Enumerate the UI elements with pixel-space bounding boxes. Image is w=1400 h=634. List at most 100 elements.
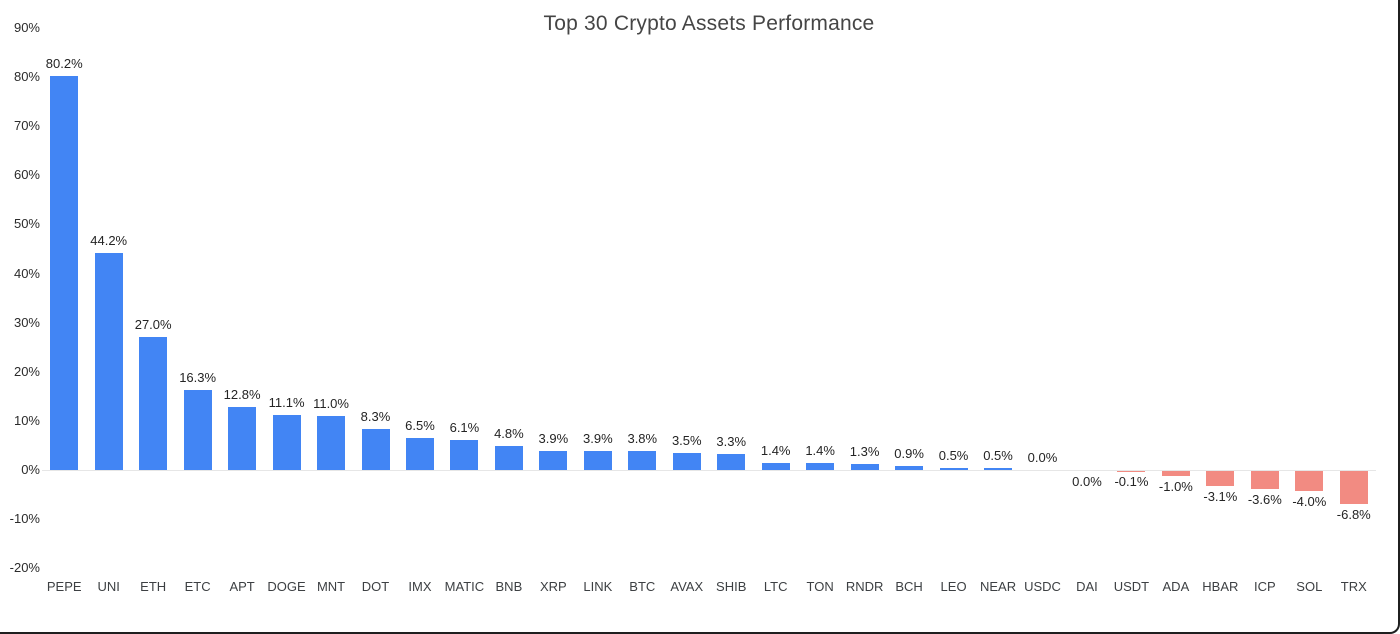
- bar-value-label: 3.5%: [671, 432, 702, 448]
- bar-matic[interactable]: [450, 440, 479, 470]
- x-axis-category-label: BNB: [495, 579, 523, 594]
- bar-hbar[interactable]: [1206, 471, 1235, 487]
- y-axis-tick-label: 20%: [13, 363, 40, 379]
- bar-value-label: -0.1%: [1114, 474, 1149, 490]
- bar-value-label: 3.9%: [583, 430, 613, 446]
- x-axis-category-label: SHIB: [716, 579, 747, 594]
- x-axis-category-label: SOL: [1296, 579, 1323, 594]
- x-axis-category-label: PEPE: [46, 579, 82, 594]
- bar-value-label: 11.0%: [313, 395, 349, 411]
- bar-value-label: 0.5%: [938, 447, 969, 463]
- x-axis-category-label: XRP: [539, 579, 567, 594]
- x-axis-category-label: LINK: [583, 579, 613, 594]
- bar-value-label: 0.5%: [983, 447, 1013, 463]
- bar-sol[interactable]: [1295, 471, 1324, 491]
- bar-leo[interactable]: [939, 467, 968, 470]
- y-axis-tick-label: 0%: [21, 462, 40, 477]
- bar-value-label: 8.3%: [360, 409, 391, 425]
- bar-value-label: 6.5%: [405, 418, 435, 434]
- y-axis-tick-label: 40%: [13, 265, 40, 281]
- bar-icp[interactable]: [1250, 471, 1279, 489]
- bar-mnt[interactable]: [317, 415, 346, 470]
- bar-btc[interactable]: [628, 451, 657, 470]
- bar-trx[interactable]: [1339, 471, 1368, 505]
- x-axis-category-label: IMX: [408, 579, 432, 594]
- bar-usdt[interactable]: [1117, 471, 1146, 472]
- bar-doge[interactable]: [272, 415, 301, 470]
- bar-value-label: 16.3%: [179, 369, 217, 385]
- bar-xrp[interactable]: [539, 450, 568, 470]
- bar-value-label: 6.1%: [449, 420, 480, 436]
- bar-value-label: -3.1%: [1203, 489, 1238, 505]
- bar-dot[interactable]: [361, 429, 390, 470]
- bar-value-label: 0.0%: [1027, 450, 1058, 465]
- bar-eth[interactable]: [139, 337, 168, 470]
- x-axis-category-label: AVAX: [670, 579, 704, 594]
- y-axis-tick-label: 30%: [13, 314, 40, 330]
- bar-value-label: -1.0%: [1158, 478, 1193, 494]
- x-axis-category-label: ETH: [140, 579, 167, 594]
- bar-near[interactable]: [984, 467, 1013, 470]
- bar-ltc[interactable]: [761, 463, 790, 470]
- x-axis-category-label: TON: [806, 579, 834, 594]
- bar-etc[interactable]: [183, 389, 212, 470]
- x-axis-category-label: TRX: [1340, 579, 1367, 594]
- bar-value-label: 1.4%: [760, 443, 791, 459]
- bar-value-label: -4.0%: [1292, 493, 1327, 509]
- x-axis-category-label: BCH: [895, 579, 923, 594]
- bar-value-label: 0.0%: [1072, 474, 1102, 489]
- bar-value-label: 3.8%: [627, 431, 658, 447]
- bar-pepe[interactable]: [50, 76, 79, 470]
- x-axis-category-label: DOT: [361, 579, 390, 594]
- bar-link[interactable]: [583, 450, 612, 470]
- y-axis-tick-label: 10%: [13, 412, 40, 428]
- x-axis-category-label: ETC: [184, 579, 211, 594]
- x-axis-category-label: USDC: [1024, 579, 1061, 594]
- bar-value-label: 11.1%: [268, 395, 305, 411]
- bar-value-label: 3.3%: [716, 433, 747, 449]
- x-axis-category-label: ADA: [1162, 579, 1190, 594]
- bar-uni[interactable]: [94, 252, 123, 470]
- x-axis-category-label: HBAR: [1202, 579, 1239, 594]
- y-axis-tick-label: 50%: [13, 216, 40, 232]
- bar-value-label: 4.8%: [494, 426, 524, 442]
- bar-value-label: 44.2%: [90, 232, 128, 248]
- x-axis-category-label: BTC: [629, 579, 656, 594]
- bar-ada[interactable]: [1161, 471, 1190, 476]
- bar-ton[interactable]: [806, 463, 835, 470]
- bar-value-label: 1.4%: [805, 443, 835, 459]
- bar-value-label: 3.9%: [538, 430, 569, 446]
- chart-title: Top 30 Crypto Assets Performance: [543, 12, 875, 35]
- bar-value-label: 1.3%: [849, 443, 880, 459]
- x-axis-category-label: ICP: [1253, 579, 1276, 594]
- x-axis-category-label: APT: [229, 579, 255, 594]
- bar-value-label: 0.9%: [894, 445, 924, 461]
- bar-imx[interactable]: [405, 438, 434, 470]
- y-axis-tick-label: 90%: [13, 20, 40, 35]
- x-axis-category-label: LEO: [940, 579, 967, 594]
- bar-value-label: 12.8%: [223, 387, 261, 403]
- y-axis-tick-label: -20%: [9, 560, 40, 576]
- x-axis-category-label: LTC: [763, 579, 788, 594]
- y-axis-tick-label: 80%: [13, 69, 40, 85]
- x-axis-category-label: DOGE: [267, 579, 306, 594]
- zero-axis-line: [42, 470, 1376, 471]
- bar-apt[interactable]: [228, 407, 257, 470]
- bar-bnb[interactable]: [494, 446, 523, 470]
- bar-value-label: 27.0%: [134, 317, 172, 333]
- bar-avax[interactable]: [672, 452, 701, 470]
- y-axis-tick-label: 60%: [13, 167, 40, 183]
- x-axis-category-label: UNI: [97, 579, 120, 594]
- x-axis-category-label: DAI: [1076, 579, 1098, 594]
- x-axis-category-label: MNT: [316, 579, 346, 594]
- bar-bch[interactable]: [895, 465, 924, 470]
- bar-rndr[interactable]: [850, 463, 879, 470]
- y-axis-tick-label: 70%: [13, 118, 40, 134]
- y-axis-tick-label: -10%: [9, 511, 40, 527]
- bar-value-label: -6.8%: [1336, 507, 1371, 523]
- x-axis-category-label: MATIC: [444, 579, 485, 594]
- x-axis-category-label: RNDR: [845, 579, 884, 594]
- bar-shib[interactable]: [717, 453, 746, 470]
